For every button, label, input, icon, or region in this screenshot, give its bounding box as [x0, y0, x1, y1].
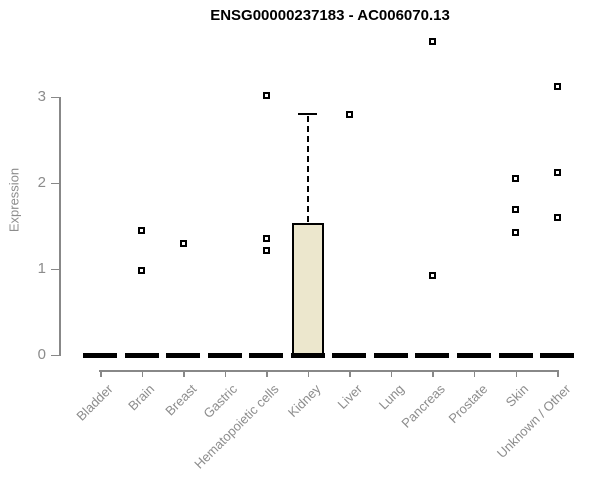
boxplot-median [290, 352, 325, 358]
y-tick-label: 0 [37, 346, 46, 363]
y-axis-line [59, 97, 61, 356]
y-tick-label: 2 [37, 174, 46, 191]
outlier-point [262, 91, 270, 99]
x-axis-label: Brain [125, 381, 158, 414]
x-tick [349, 370, 351, 377]
boxplot-median [373, 352, 408, 358]
outlier-point [138, 226, 146, 234]
outlier-point [512, 206, 519, 214]
y-tick [51, 182, 59, 184]
x-tick [224, 370, 227, 377]
x-axis-label: Bladder [73, 381, 116, 424]
x-axis-line [99, 370, 559, 372]
x-tick [307, 370, 310, 377]
x-axis-label: Breast [161, 381, 200, 419]
boxplot-median [83, 352, 117, 358]
x-tick [432, 370, 434, 377]
x-axis-label: Liver [334, 381, 366, 412]
outlier-point [512, 175, 519, 183]
boxplot-whisker-cap [298, 112, 318, 116]
y-tick-label: 1 [37, 260, 46, 277]
x-axis-label: Prostate [445, 381, 490, 427]
x-tick [100, 370, 102, 377]
outlier-point [179, 239, 187, 247]
outlier-point [428, 272, 436, 280]
boxplot-box [291, 223, 324, 358]
y-tick [51, 354, 59, 356]
outlier-point [262, 246, 270, 254]
x-axis-label: Skin [502, 381, 532, 410]
x-tick [557, 370, 559, 377]
y-tick [51, 96, 59, 98]
boxplot-whisker [306, 116, 309, 223]
outlier-point [138, 267, 146, 275]
boxplot-median [207, 352, 242, 358]
x-tick [390, 370, 393, 377]
x-tick [515, 370, 517, 377]
outlier-point [512, 229, 519, 237]
x-tick [141, 370, 144, 377]
chart-title: ENSG00000237183 - AC006070.13 [210, 7, 450, 24]
boxplot-median [249, 352, 284, 358]
boxplot-median [124, 352, 159, 358]
x-axis-label: Gastric [200, 381, 241, 422]
outlier-point [553, 83, 561, 91]
y-tick-label: 3 [37, 88, 46, 105]
x-tick [183, 370, 185, 377]
x-axis-label: Kidney [284, 381, 324, 421]
boxplot-median [540, 352, 575, 358]
boxplot-median [456, 352, 491, 358]
x-axis-label: Unknown / Other [493, 381, 573, 461]
outlier-point [262, 235, 270, 243]
outlier-point [553, 169, 561, 177]
y-tick [51, 268, 59, 270]
x-axis-label: Pancreas [398, 381, 449, 431]
x-axis-label: Hematopoietic cells [191, 381, 283, 472]
boxplot-median [498, 352, 533, 358]
x-axis-label: Lung [375, 381, 407, 413]
outlier-point [428, 38, 436, 46]
outlier-point [345, 110, 353, 118]
boxplot-median [415, 352, 450, 358]
x-tick [266, 370, 268, 377]
boxplot-median [332, 352, 367, 358]
boxplot-median [166, 352, 201, 358]
x-tick [473, 370, 476, 377]
outlier-point [553, 213, 561, 221]
